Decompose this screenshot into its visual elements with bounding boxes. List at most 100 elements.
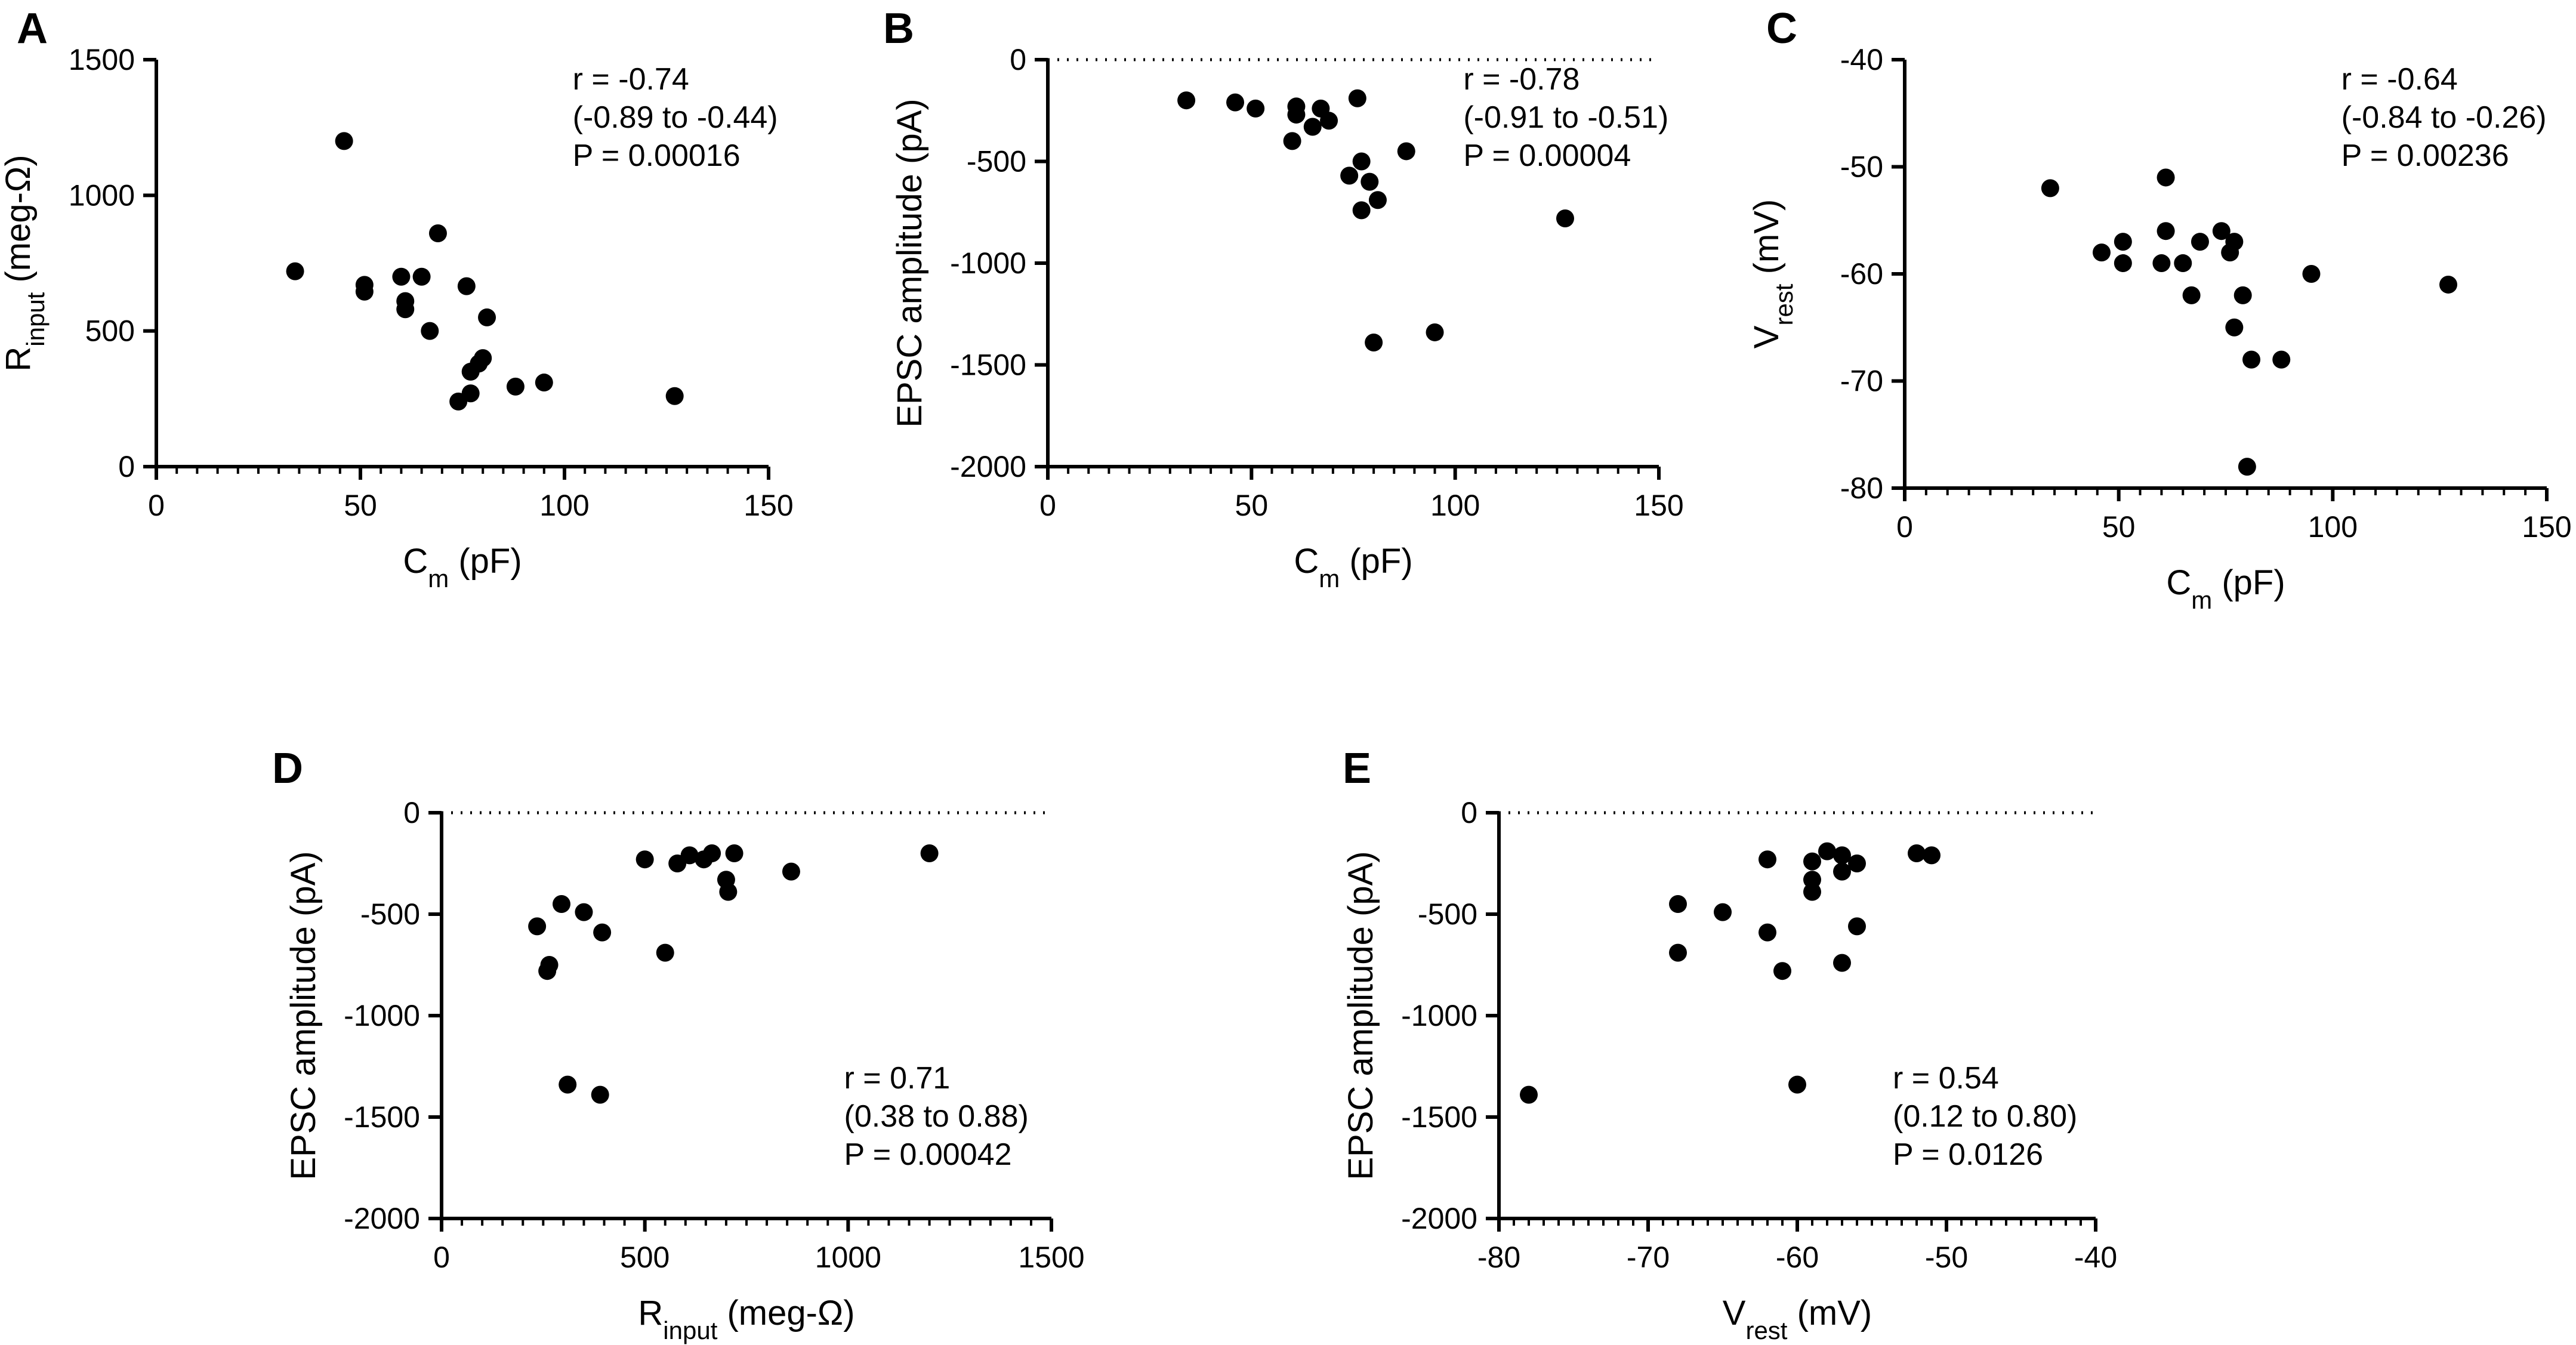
x-axis-label: Cm (pF) [2166,563,2285,614]
y-tick-label: -1000 [950,246,1026,280]
data-point [665,387,684,405]
data-point [719,883,738,901]
label-main: C [2166,563,2191,602]
data-point [591,1085,609,1104]
y-tick-label: 0 [1461,796,1477,829]
stat-p: P = 0.00236 [2341,138,2509,173]
data-point [506,377,525,396]
data-point [1426,323,1444,341]
panel-d: D 0 500 1000 1500 -2000 -1500 -1000 -500 0 Rinput … [272,745,1085,1344]
y-tick-label: -2000 [344,1202,420,1235]
label-units: (mV) [1747,199,1786,284]
panel-letter: A [17,5,48,53]
label-units: (pF) [1340,542,1412,581]
data-point [412,267,431,286]
data-point [457,277,476,295]
y-tick-label: -1500 [344,1100,420,1134]
x-tick-label: 50 [344,489,377,522]
data-point [2157,222,2175,240]
y-tick-label: -50 [1840,150,1883,184]
data-point [2242,350,2261,369]
data-point [1320,112,1338,130]
y-tick-label: 0 [118,450,135,483]
label-subscript: input [663,1316,717,1344]
data-point [2182,286,2201,304]
panel-letter: E [1343,745,1371,792]
data-point [428,224,447,242]
y-tick-label: -70 [1840,365,1883,398]
x-tick-label: 0 [148,489,165,522]
panel-e: E -80 -70 -60 -50 -40 -2000 -1500 -1000 -500 0 Vres… [1341,745,2117,1344]
data-point [1361,172,1379,191]
y-tick-label: 500 [85,314,135,348]
data-point [540,956,559,974]
data-point [1520,1085,1538,1104]
stat-p: P = 0.0126 [1893,1137,2043,1172]
x-tick-label: 100 [2308,510,2358,544]
label-main: R [638,1294,663,1332]
panel-b: B 0 50 100 150 -2000 -1500 -1000 -500 0 Cm (pF) EPS… [883,5,1684,593]
x-axis-label: Cm (pF) [1294,542,1412,593]
data-point [1714,903,1732,921]
y-axis-label: EPSC amplitude (pA) [890,98,929,427]
data-point [2114,233,2132,251]
stat-ci: (-0.91 to -0.51) [1463,100,1668,135]
stat-p: P = 0.00016 [573,138,741,173]
x-tick-label: 0 [1039,489,1056,522]
x-tick-label: 0 [1896,510,1913,544]
data-point [2114,254,2132,273]
stat-r: r = -0.78 [1463,62,1579,97]
x-tick-label: 500 [620,1241,670,1274]
label-subscript: m [428,564,449,593]
data-point [461,384,480,403]
data-point [1340,166,1359,185]
y-tick-label: -2000 [950,450,1026,483]
data-point [2212,222,2231,240]
x-tick-label: 50 [2102,510,2136,544]
data-point [355,282,374,301]
data-point [335,132,353,150]
label-main: V [1723,1294,1746,1332]
data-point [396,300,415,319]
data-point [635,850,654,869]
label-units: (mV) [1787,1294,1872,1332]
data-point [478,308,496,326]
x-tick-label: 150 [2522,510,2571,544]
data-point [1923,846,1941,865]
data-point [1669,943,1687,962]
data-point [1773,962,1791,980]
data-point [552,895,570,913]
data-point [1303,118,1322,136]
stat-r: r = -0.64 [2341,62,2458,97]
data-point [2238,458,2256,476]
y-axis-label: EPSC amplitude (pA) [1341,851,1380,1180]
panel-letter: C [1766,5,1797,53]
data-point [1833,846,1851,865]
label-units: (pF) [449,542,522,581]
label-main: C [1294,542,1319,581]
data-point [2174,254,2192,273]
data-point [782,862,800,881]
y-tick-label: 0 [403,796,420,829]
data-point [2191,233,2209,251]
x-tick-label: 100 [1430,489,1480,522]
label-units: (pF) [2212,563,2285,602]
x-tick-label: 150 [1634,489,1683,522]
y-tick-label: -1000 [344,999,420,1032]
data-point [1352,201,1371,220]
data-point [2439,275,2458,294]
label-subscript: rest [1770,283,1798,325]
data-point [1848,917,1866,936]
data-point [1803,852,1821,871]
stat-ci: (-0.84 to -0.26) [2341,100,2547,135]
x-tick-label: -40 [2074,1241,2117,1274]
data-point [1368,191,1387,209]
data-point [1177,91,1196,110]
data-point [474,349,492,368]
data-point [1348,89,1366,107]
data-point [1365,333,1383,351]
stat-r: r = -0.74 [573,62,689,97]
y-tick-label: -2000 [1401,1202,1477,1235]
x-tick-label: 100 [539,489,589,522]
